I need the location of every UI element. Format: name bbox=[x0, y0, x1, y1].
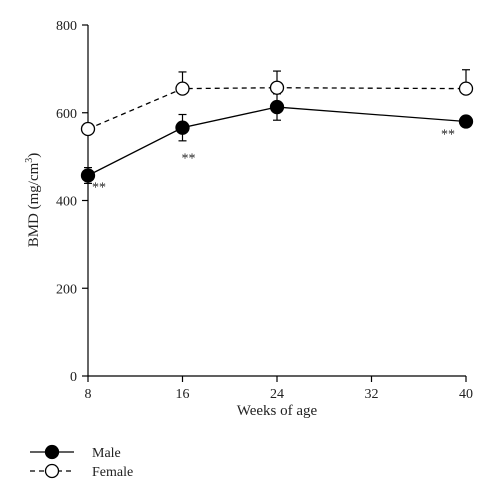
y-axis-title-main: BMD (mg/cm bbox=[26, 162, 42, 247]
x-tick-label: 24 bbox=[270, 387, 284, 402]
legend-marker-male bbox=[44, 444, 60, 460]
data-point-male bbox=[80, 168, 96, 183]
y-tick-label: 400 bbox=[56, 195, 77, 210]
data-point-female bbox=[269, 80, 285, 95]
data-point-female bbox=[458, 81, 474, 96]
y-tick-label: 800 bbox=[56, 19, 77, 34]
x-tick-label: 8 bbox=[85, 387, 92, 402]
y-axis-title: BMD (mg/cm3) bbox=[24, 153, 42, 248]
y-axis-title-suffix: ) bbox=[26, 153, 42, 158]
significance-marker: ** bbox=[92, 180, 106, 195]
series-line-female bbox=[87, 87, 467, 130]
axes bbox=[82, 24, 467, 382]
tick-labels: 0 200 400 600 800 8 16 24 32 40 bbox=[56, 19, 473, 402]
y-tick-label: 600 bbox=[56, 107, 77, 122]
series-line-male bbox=[87, 106, 467, 177]
y-tick-label: 200 bbox=[56, 282, 77, 297]
x-tick-label: 16 bbox=[176, 387, 190, 402]
legend: Male Female bbox=[30, 444, 133, 480]
legend-label-male: Male bbox=[92, 446, 121, 461]
x-tick-label: 32 bbox=[365, 387, 379, 402]
significance-marker: ** bbox=[441, 128, 455, 143]
data-point-male bbox=[175, 120, 190, 135]
y-axis-title-superscript: 3 bbox=[24, 158, 35, 163]
legend-marker-female bbox=[44, 463, 60, 479]
significance-marker: ** bbox=[182, 152, 196, 167]
x-tick-label: 40 bbox=[459, 387, 473, 402]
y-tick-label: 0 bbox=[70, 370, 77, 385]
x-axis-title: Weeks of age bbox=[237, 403, 318, 419]
data-point-female bbox=[175, 81, 190, 96]
annotations: ** ** ** bbox=[92, 128, 455, 196]
data-point-female bbox=[80, 121, 96, 137]
series-layer bbox=[80, 69, 474, 184]
data-point-male bbox=[269, 99, 285, 115]
legend-label-female: Female bbox=[92, 465, 133, 480]
data-point-male bbox=[458, 114, 474, 129]
